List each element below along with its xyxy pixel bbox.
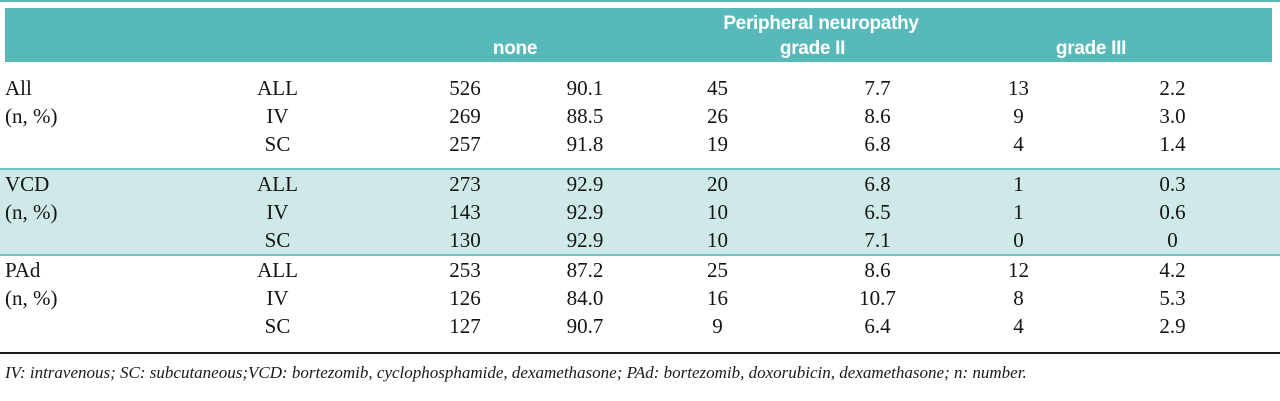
footnote-separator-line — [0, 352, 1280, 354]
cell-grade3-pct: 3.0 — [1159, 104, 1186, 128]
cell-grade3-pct: 2.2 — [1159, 76, 1186, 100]
cell-route: IV — [266, 200, 289, 224]
cell-grade3-n: 12 — [1008, 258, 1029, 282]
cell-grade2-pct: 8.6 — [864, 104, 891, 128]
table-body: All (n, %) ALL 526 90.1 45 7.7 13 2.2 IV… — [0, 62, 1280, 340]
cell-grade3-pct: 2.9 — [1159, 314, 1186, 338]
cell-grade2-pct: 6.8 — [864, 132, 891, 156]
cell-route: SC — [264, 132, 291, 156]
cell-none-n: 526 — [449, 76, 481, 100]
cell-route: ALL — [257, 258, 298, 282]
cell-none-pct: 92.9 — [566, 228, 604, 252]
cell-grade2-n: 9 — [712, 314, 723, 338]
row-group-name: All — [5, 76, 32, 100]
cell-grade2-pct: 10.7 — [859, 286, 896, 310]
row-group-label-all: All (n, %) — [0, 74, 185, 158]
cell-grade3-pct: 0.3 — [1159, 172, 1186, 196]
cell-grade3-pct: 5.3 — [1159, 286, 1186, 310]
cell-route: SC — [264, 228, 291, 252]
cell-grade3-n: 13 — [1008, 76, 1029, 100]
row-group-sublabel: (n, %) — [5, 286, 58, 310]
table-header: Peripheral neuropathy none grade II grad… — [5, 8, 1272, 62]
cell-grade3-n: 9 — [1013, 104, 1024, 128]
cell-route: ALL — [257, 76, 298, 100]
cell-none-pct: 90.7 — [566, 314, 604, 338]
cell-none-n: 127 — [449, 314, 481, 338]
header-col-grade-ii: grade II — [779, 38, 846, 59]
section-pad: PAd (n, %) ALL 253 87.2 25 8.6 12 4.2 IV… — [0, 256, 1280, 340]
cell-grade2-n: 20 — [707, 172, 728, 196]
cell-none-pct: 92.9 — [566, 200, 604, 224]
cell-grade2-pct: 7.1 — [864, 228, 891, 252]
cell-route: IV — [266, 286, 289, 310]
cell-grade3-pct: 0 — [1167, 228, 1178, 252]
cell-none-pct: 92.9 — [566, 172, 604, 196]
cell-grade2-n: 10 — [707, 228, 728, 252]
table-footnote: IV: intravenous; SC: subcutaneous;VCD: b… — [5, 363, 1027, 382]
section-all: All (n, %) ALL 526 90.1 45 7.7 13 2.2 IV… — [0, 62, 1280, 158]
cell-route: SC — [264, 314, 291, 338]
cell-none-pct: 90.1 — [566, 76, 604, 100]
cell-grade2-n: 25 — [707, 258, 728, 282]
cell-none-n: 257 — [449, 132, 481, 156]
cell-none-pct: 88.5 — [566, 104, 604, 128]
cell-grade3-pct: 0.6 — [1159, 200, 1186, 224]
cell-none-n: 143 — [449, 200, 481, 224]
cell-none-pct: 91.8 — [566, 132, 604, 156]
cell-route: IV — [266, 104, 289, 128]
top-border-line — [0, 0, 1280, 2]
header-group-peripheral-neuropathy: Peripheral neuropathy — [723, 13, 919, 34]
cell-route: ALL — [257, 172, 298, 196]
cell-grade2-n: 45 — [707, 76, 728, 100]
cell-grade2-pct: 6.4 — [864, 314, 891, 338]
cell-grade3-n: 0 — [1013, 228, 1024, 252]
cell-grade3-n: 1 — [1013, 172, 1024, 196]
cell-grade3-n: 1 — [1013, 200, 1024, 224]
row-group-sublabel: (n, %) — [5, 104, 58, 128]
row-group-label-vcd: VCD (n, %) — [0, 170, 185, 254]
cell-grade2-pct: 6.5 — [864, 200, 891, 224]
cell-grade3-n: 4 — [1013, 132, 1024, 156]
cell-none-pct: 87.2 — [566, 258, 604, 282]
cell-grade2-pct: 8.6 — [864, 258, 891, 282]
cell-grade3-pct: 4.2 — [1159, 258, 1186, 282]
row-group-name: VCD — [5, 172, 50, 196]
cell-grade3-pct: 1.4 — [1159, 132, 1186, 156]
cell-none-n: 126 — [449, 286, 481, 310]
header-col-none: none — [492, 38, 538, 59]
cell-none-n: 130 — [449, 228, 481, 252]
section-vcd-highlighted: VCD (n, %) ALL 273 92.9 20 6.8 1 0.3 IV … — [0, 168, 1280, 256]
row-group-label-pad: PAd (n, %) — [0, 256, 185, 340]
cell-none-n: 253 — [449, 258, 481, 282]
cell-none-n: 273 — [449, 172, 481, 196]
cell-grade2-n: 16 — [707, 286, 728, 310]
header-col-grade-iii: grade III — [1055, 38, 1127, 59]
row-group-sublabel: (n, %) — [5, 200, 58, 224]
row-group-name: PAd — [5, 258, 41, 282]
cell-grade3-n: 4 — [1013, 314, 1024, 338]
cell-grade2-pct: 7.7 — [864, 76, 891, 100]
cell-grade2-n: 10 — [707, 200, 728, 224]
cell-none-n: 269 — [449, 104, 481, 128]
cell-grade2-pct: 6.8 — [864, 172, 891, 196]
cell-grade3-n: 8 — [1013, 286, 1024, 310]
cell-grade2-n: 26 — [707, 104, 728, 128]
cell-none-pct: 84.0 — [566, 286, 604, 310]
cell-grade2-n: 19 — [707, 132, 728, 156]
